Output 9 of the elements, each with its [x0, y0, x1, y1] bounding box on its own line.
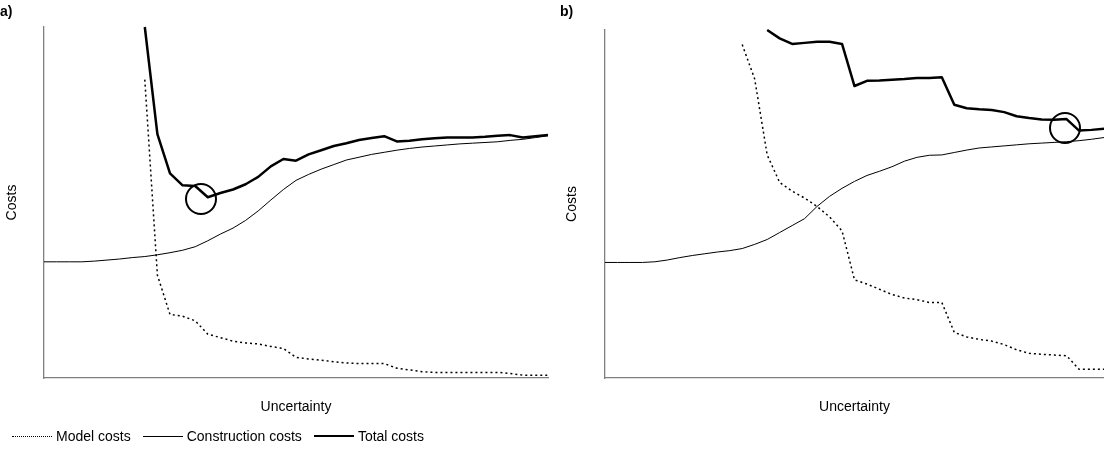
chart-title: a) [0, 3, 13, 20]
x-axis-title: Uncertainty [260, 398, 332, 415]
legend-label: Construction costs [186, 428, 302, 444]
chart-title: b) [560, 3, 574, 20]
y-axis-title: Costs [3, 184, 20, 221]
legend-label: Model costs [56, 428, 131, 444]
y-axis-title: Costs [563, 186, 580, 222]
legend-label: Total costs [357, 428, 425, 444]
x-axis-title: Uncertainty [819, 398, 890, 415]
